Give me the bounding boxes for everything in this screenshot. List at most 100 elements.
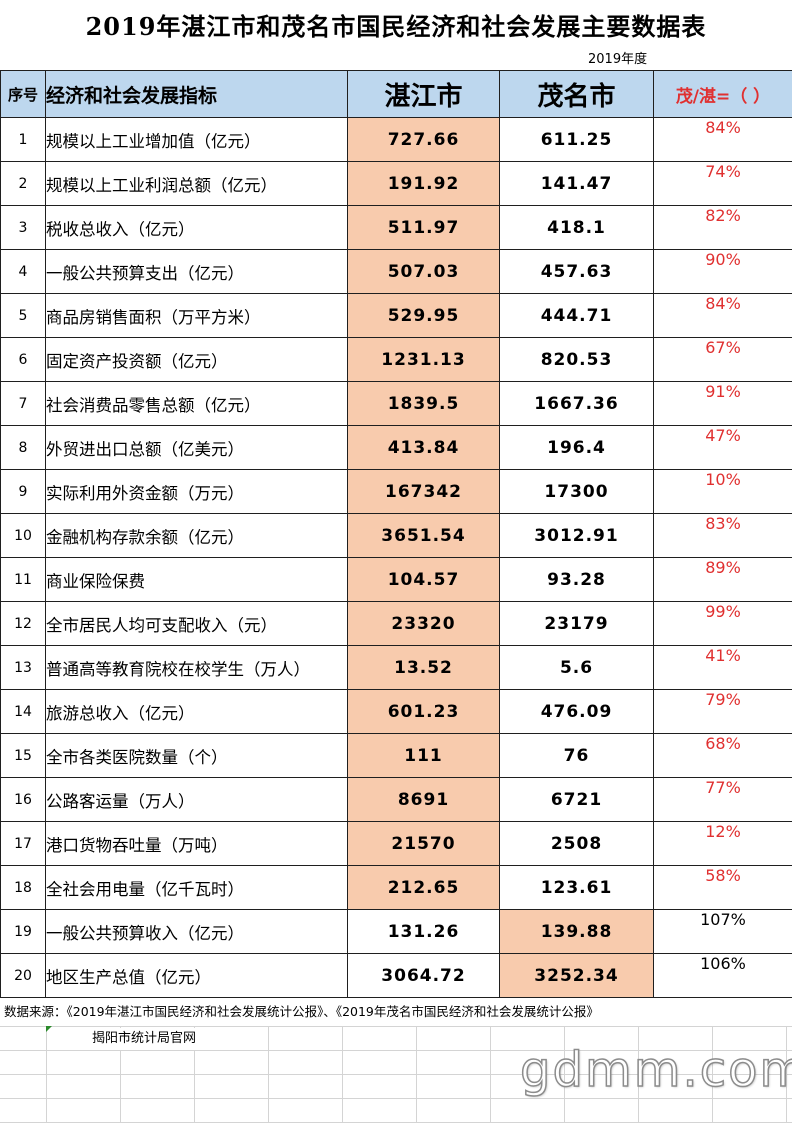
row-zhanjiang-value: 1839.5 xyxy=(347,381,500,426)
table-row: 7 社会消费品零售总额（亿元） 1839.5 1667.36 91% xyxy=(0,381,792,426)
row-maoming-value: 444.71 xyxy=(499,293,654,338)
row-zhanjiang-value: 111 xyxy=(347,733,500,778)
row-maoming-value: 23179 xyxy=(499,601,654,646)
row-seq: 10 xyxy=(0,513,46,558)
row-indicator: 金融机构存款余额（亿元） xyxy=(45,513,348,558)
row-seq: 11 xyxy=(0,557,46,602)
row-seq: 4 xyxy=(0,249,46,294)
row-ratio: 90% xyxy=(653,249,792,294)
row-zhanjiang-value: 212.65 xyxy=(347,865,500,910)
row-maoming-value: 2508 xyxy=(499,821,654,866)
row-indicator: 商品房销售面积（万平方米） xyxy=(45,293,348,338)
table-row: 16 公路客运量（万人） 8691 6721 77% xyxy=(0,777,792,822)
row-zhanjiang-value: 727.66 xyxy=(347,117,500,162)
row-maoming-value: 820.53 xyxy=(499,337,654,382)
row-ratio: 58% xyxy=(653,865,792,910)
row-ratio: 107% xyxy=(653,909,792,954)
row-seq: 12 xyxy=(0,601,46,646)
row-seq: 13 xyxy=(0,645,46,690)
table-row: 4 一般公共预算支出（亿元） 507.03 457.63 90% xyxy=(0,249,792,294)
row-zhanjiang-value: 511.97 xyxy=(347,205,500,250)
row-maoming-value: 611.25 xyxy=(499,117,654,162)
row-zhanjiang-value: 21570 xyxy=(347,821,500,866)
row-maoming-value: 6721 xyxy=(499,777,654,822)
row-seq: 7 xyxy=(0,381,46,426)
row-zhanjiang-value: 191.92 xyxy=(347,161,500,206)
row-zhanjiang-value: 131.26 xyxy=(347,909,500,954)
row-ratio: 10% xyxy=(653,469,792,514)
table-row: 19 一般公共预算收入（亿元） 131.26 139.88 107% xyxy=(0,909,792,954)
row-zhanjiang-value: 601.23 xyxy=(347,689,500,734)
row-seq: 5 xyxy=(0,293,46,338)
row-indicator: 全社会用电量（亿千瓦时） xyxy=(45,865,348,910)
row-maoming-value: 196.4 xyxy=(499,425,654,470)
row-seq: 16 xyxy=(0,777,46,822)
header-ratio: 茂/湛=（ ） xyxy=(653,70,792,118)
header-maoming: 茂名市 xyxy=(499,70,654,118)
table-row: 9 实际利用外资金额（万元） 167342 17300 10% xyxy=(0,469,792,514)
row-maoming-value: 3252.34 xyxy=(499,953,654,998)
row-indicator: 地区生产总值（亿元） xyxy=(45,953,348,998)
row-indicator: 全市各类医院数量（个） xyxy=(45,733,348,778)
row-seq: 17 xyxy=(0,821,46,866)
row-indicator: 商业保险保费 xyxy=(45,557,348,602)
row-maoming-value: 3012.91 xyxy=(499,513,654,558)
row-maoming-value: 123.61 xyxy=(499,865,654,910)
row-indicator: 一般公共预算收入（亿元） xyxy=(45,909,348,954)
row-maoming-value: 141.47 xyxy=(499,161,654,206)
row-zhanjiang-value: 8691 xyxy=(347,777,500,822)
row-seq: 14 xyxy=(0,689,46,734)
row-maoming-value: 1667.36 xyxy=(499,381,654,426)
table-row: 13 普通高等教育院校在校学生（万人） 13.52 5.6 41% xyxy=(0,645,792,690)
row-zhanjiang-value: 167342 xyxy=(347,469,500,514)
row-ratio: 12% xyxy=(653,821,792,866)
header-indicator: 经济和社会发展指标 xyxy=(45,70,348,118)
row-indicator: 实际利用外资金额（万元） xyxy=(45,469,348,514)
table-row: 18 全社会用电量（亿千瓦时） 212.65 123.61 58% xyxy=(0,865,792,910)
data-table: 序号 经济和社会发展指标 湛江市 茂名市 茂/湛=（ ） 1 规模以上工业增加值（… xyxy=(0,70,792,998)
row-seq: 9 xyxy=(0,469,46,514)
row-indicator: 普通高等教育院校在校学生（万人） xyxy=(45,645,348,690)
row-ratio: 83% xyxy=(653,513,792,558)
page-title: 2019年湛江市和茂名市国民经济和社会发展主要数据表 xyxy=(85,12,707,41)
row-ratio: 67% xyxy=(653,337,792,382)
row-ratio: 41% xyxy=(653,645,792,690)
row-ratio: 79% xyxy=(653,689,792,734)
table-row: 2 规模以上工业利润总额（亿元） 191.92 141.47 74% xyxy=(0,161,792,206)
row-indicator: 全市居民人均可支配收入（元） xyxy=(45,601,348,646)
row-seq: 2 xyxy=(0,161,46,206)
row-zhanjiang-value: 13.52 xyxy=(347,645,500,690)
row-ratio: 74% xyxy=(653,161,792,206)
row-indicator: 外贸进出口总额（亿美元） xyxy=(45,425,348,470)
table-row: 6 固定资产投资额（亿元） 1231.13 820.53 67% xyxy=(0,337,792,382)
row-maoming-value: 17300 xyxy=(499,469,654,514)
table-row: 11 商业保险保费 104.57 93.28 89% xyxy=(0,557,792,602)
row-indicator: 公路客运量（万人） xyxy=(45,777,348,822)
row-seq: 15 xyxy=(0,733,46,778)
row-indicator: 规模以上工业增加值（亿元） xyxy=(45,117,348,162)
header-row: 序号 经济和社会发展指标 湛江市 茂名市 茂/湛=（ ） xyxy=(0,70,792,118)
row-zhanjiang-value: 104.57 xyxy=(347,557,500,602)
row-seq: 3 xyxy=(0,205,46,250)
row-ratio: 91% xyxy=(653,381,792,426)
table-row: 5 商品房销售面积（万平方米） 529.95 444.71 84% xyxy=(0,293,792,338)
cell-comment-marker xyxy=(46,1026,52,1032)
table-row: 8 外贸进出口总额（亿美元） 413.84 196.4 47% xyxy=(0,425,792,470)
header-zhanjiang: 湛江市 xyxy=(347,70,500,118)
site-watermark: gdmm.com xyxy=(519,1041,792,1099)
table-row: 15 全市各类医院数量（个） 111 76 68% xyxy=(0,733,792,778)
row-seq: 20 xyxy=(0,953,46,998)
table-row: 3 税收总收入（亿元） 511.97 418.1 82% xyxy=(0,205,792,250)
row-seq: 18 xyxy=(0,865,46,910)
row-ratio: 106% xyxy=(653,953,792,998)
row-indicator: 旅游总收入（亿元） xyxy=(45,689,348,734)
table-row: 17 港口货物吞吐量（万吨） 21570 2508 12% xyxy=(0,821,792,866)
year-label: 2019年度 xyxy=(588,52,648,67)
row-indicator: 社会消费品零售总额（亿元） xyxy=(45,381,348,426)
table-row: 20 地区生产总值（亿元） 3064.72 3252.34 106% xyxy=(0,953,792,998)
row-ratio: 82% xyxy=(653,205,792,250)
row-maoming-value: 476.09 xyxy=(499,689,654,734)
row-zhanjiang-value: 413.84 xyxy=(347,425,500,470)
row-maoming-value: 139.88 xyxy=(499,909,654,954)
row-zhanjiang-value: 507.03 xyxy=(347,249,500,294)
